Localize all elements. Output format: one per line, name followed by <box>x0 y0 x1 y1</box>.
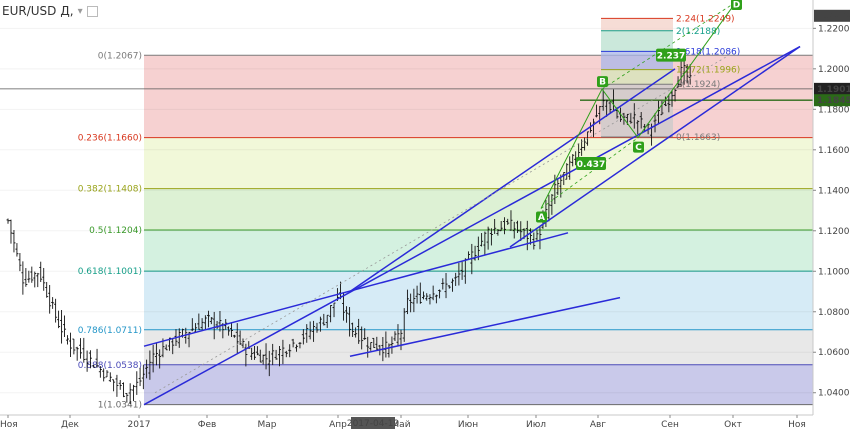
price-tick-label: 1.1400 <box>818 186 850 196</box>
pattern-point-label: A <box>538 213 545 223</box>
price-tag-label: 1.2262 <box>817 12 850 22</box>
time-tick-label: Окт <box>724 420 742 429</box>
fib-zone <box>144 188 813 230</box>
symbol-label[interactable]: EUR/USD <box>2 4 57 18</box>
fib-extension: 2.24(1.2249) 2(1.2188) 1.618(1.2086) 1.272(… <box>601 14 740 143</box>
price-lines <box>0 88 813 101</box>
price-tick-label: 1.1800 <box>818 105 850 115</box>
trend-line <box>349 296 621 358</box>
settings-square-icon[interactable] <box>86 5 98 17</box>
trend-line <box>509 45 801 248</box>
time-tick-label: Ноя <box>0 420 18 429</box>
abcd-pattern: A B C D 2.237 0.437 <box>536 0 742 223</box>
cursor-date-tag <box>351 417 395 429</box>
fib-zone <box>144 55 813 138</box>
extension-level-label: 1.618(1.2086) <box>676 47 740 57</box>
extension-level-label: 2(1.2188) <box>676 27 720 37</box>
abcd-dash <box>601 1 737 90</box>
time-tick-label: Май <box>391 420 410 429</box>
pattern-point-label: D <box>733 1 740 11</box>
price-axis-bg <box>813 0 850 429</box>
fib-zone <box>144 329 813 365</box>
trend-line <box>349 68 676 293</box>
fib-zone <box>144 137 813 189</box>
trend-line <box>143 45 801 406</box>
mid-dotted-line <box>154 54 731 394</box>
time-tick-label: Июл <box>526 420 546 429</box>
ratio-badge <box>576 156 606 170</box>
time-tick-label: Фев <box>198 420 217 429</box>
ratio-label: 0.437 <box>577 160 605 170</box>
pattern-point-badge <box>536 211 547 223</box>
extension-level-label: 2.24(1.2249) <box>676 14 735 24</box>
fib-zone <box>144 271 813 330</box>
fib-zone <box>144 364 813 405</box>
extension-zone <box>601 51 673 70</box>
fib-level-label: 0(1.2067) <box>98 51 142 61</box>
abcd-path <box>540 1 737 209</box>
price-tag <box>814 82 850 95</box>
price-tick-label: 1.2200 <box>818 24 850 34</box>
fib-level-label: 0.888(1.0538) <box>78 361 142 371</box>
fib-retracement: 0(1.2067) 0.236(1.1660) 0.382(1.1408) 0.5(1… <box>78 51 813 411</box>
extension-zone <box>601 30 673 52</box>
fib-level-label: 0.618(1.1001) <box>78 267 142 277</box>
time-axis: Ноя Дек 2017 Фев Мар Апр Май Июн Июл Авг Сен Окт Ноя… <box>0 414 813 429</box>
time-tick-label: Сен <box>661 420 679 429</box>
pattern-point-label: B <box>599 78 606 88</box>
price-tag-label: 1.1901 <box>817 85 850 95</box>
chevron-down-icon[interactable]: ▾ <box>77 5 83 17</box>
pattern-point-badge <box>633 141 644 153</box>
fib-level-label: 0.786(1.0711) <box>78 326 142 336</box>
abcd-dash <box>540 137 639 209</box>
fib-level-label: 0.382(1.1408) <box>78 185 142 195</box>
pattern-point-label: C <box>635 143 642 153</box>
price-tick-label: 1.1200 <box>818 227 850 237</box>
extension-level-label: 0(1.1663) <box>676 133 720 143</box>
price-axis: 1.0400 1.0600 1.0800 1.1000 1.1200 1.1400 1.16… <box>812 0 850 429</box>
extension-zone <box>601 18 673 31</box>
symbol-header: EUR/USD Д, ▾ <box>0 0 202 22</box>
extension-level-label: 1.272(1.1996) <box>676 66 740 76</box>
time-tick-label: Дек <box>61 420 80 429</box>
price-tag <box>814 94 850 107</box>
price-bars <box>6 56 692 405</box>
fib-level-label: 1(1.0341) <box>98 401 142 411</box>
trend-line <box>143 232 569 347</box>
time-tick-label: Ноя <box>788 420 806 429</box>
price-tick-label: 1.0600 <box>818 348 850 358</box>
time-tick-label: Апр <box>329 420 347 429</box>
price-tag <box>814 9 850 22</box>
cursor-date-label: 2017-04-19 <box>347 419 400 429</box>
time-tick-label: 2017 <box>128 420 151 429</box>
price-tick-label: 1.0800 <box>818 308 850 318</box>
price-tick-label: 1.1600 <box>818 146 850 156</box>
price-tick-label: 1.0400 <box>818 389 850 399</box>
pattern-point-badge <box>731 0 742 11</box>
time-tick-label: Авг <box>590 420 606 429</box>
fib-level-label: 0.236(1.1660) <box>78 134 142 144</box>
time-tick-label: Мар <box>258 420 277 429</box>
extension-zone <box>601 69 673 85</box>
price-tick-label: 1.2000 <box>818 65 850 75</box>
time-tick-label: Июн <box>458 420 478 429</box>
time-axis-bg <box>0 415 813 429</box>
trend-channels <box>143 45 801 406</box>
ratio-badge <box>656 48 686 62</box>
fib-level-label: 0.5(1.1204) <box>89 226 142 236</box>
extension-level-label: 1(1.1924) <box>676 80 720 90</box>
price-tag-label: 1.1845 <box>817 96 850 106</box>
price-tick-label: 1.1000 <box>818 267 850 277</box>
ratio-label: 2.237 <box>657 52 685 62</box>
timeframe-label[interactable]: Д, <box>60 4 74 18</box>
pattern-point-badge <box>597 76 608 88</box>
